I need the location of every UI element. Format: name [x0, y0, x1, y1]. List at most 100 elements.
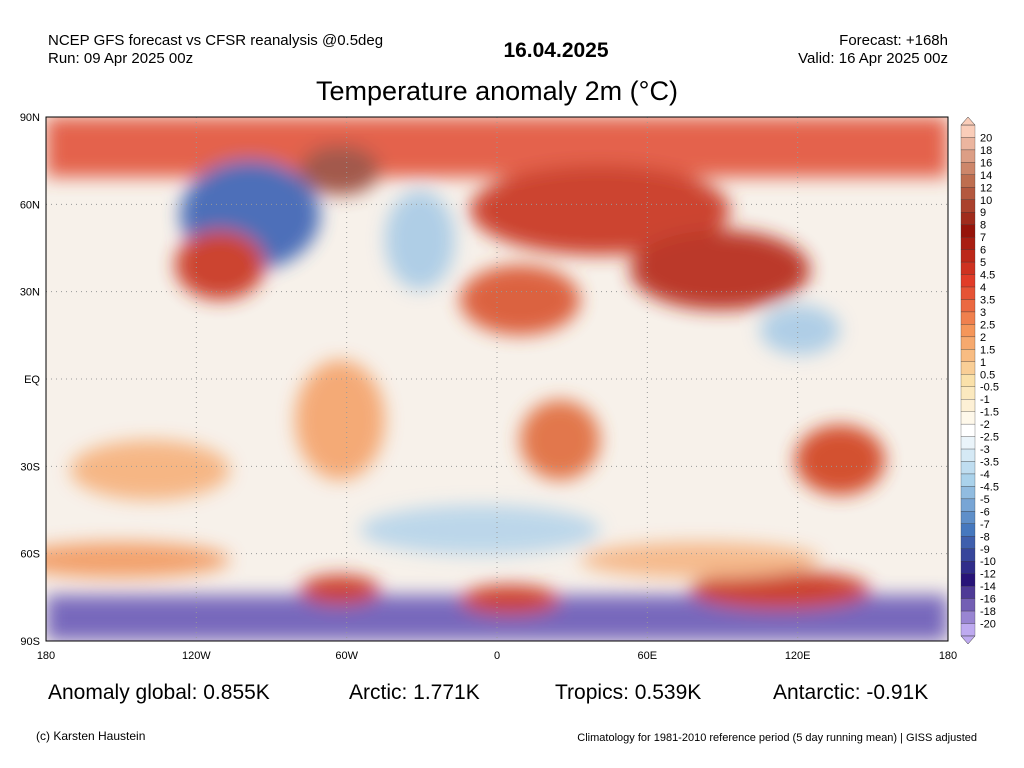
colorbar-label: -12 [980, 569, 996, 581]
stat-arctic: Arctic: 1.771K [349, 681, 480, 704]
colorbar-label: 20 [980, 132, 992, 144]
colorbar-swatch [960, 386, 976, 400]
colorbar-swatch [960, 610, 976, 624]
colorbar-swatch [960, 548, 976, 562]
colorbar-label: 3 [980, 307, 986, 319]
longitude-label: 120W [182, 650, 211, 662]
colorbar-swatch [960, 399, 976, 412]
colorbar-label: -1.5 [980, 407, 999, 419]
run-info: Run: 09 Apr 2025 00z [48, 50, 193, 67]
colorbar-label: 2.5 [980, 319, 995, 331]
colorbar-swatch [960, 162, 976, 176]
colorbar-swatch [960, 536, 976, 549]
date: 16.04.2025 [503, 39, 608, 62]
colorbar-label: 0.5 [980, 369, 995, 381]
latitude-label: 90N [20, 112, 40, 124]
longitude-label: 60E [638, 650, 658, 662]
colorbar-swatch [960, 286, 976, 300]
latitude-label: 90S [20, 636, 40, 648]
colorbar-swatch [960, 149, 976, 163]
colorbar-swatch [960, 585, 976, 599]
colorbar-label: 9 [980, 207, 986, 219]
colorbar-label: -3.5 [980, 457, 999, 469]
colorbar-label: -9 [980, 544, 990, 556]
colorbar-label: -2.5 [980, 432, 999, 444]
colorbar-label: -18 [980, 606, 996, 618]
colorbar-label: -8 [980, 531, 990, 543]
colorbar-label: 18 [980, 145, 992, 157]
colorbar-swatch [960, 598, 976, 612]
model-info: NCEP GFS forecast vs CFSR reanalysis @0.… [48, 32, 383, 49]
colorbar-swatch [960, 299, 976, 313]
colorbar-swatch [960, 498, 976, 512]
colorbar-arrow-bottom [960, 635, 976, 645]
colorbar-swatch [960, 124, 976, 138]
colorbar-label: 8 [980, 220, 986, 232]
map-title: Temperature anomaly 2m (°C) [316, 76, 678, 106]
latitude-label: 60N [20, 199, 40, 211]
colorbar-label: -6 [980, 506, 990, 518]
colorbar-arrow-top [960, 116, 976, 126]
colorbar-label: -20 [980, 619, 996, 631]
stat-global: Anomaly global: 0.855K [48, 681, 270, 704]
colorbar-label: -4 [980, 469, 990, 481]
latitude-label: EQ [24, 374, 40, 386]
colorbar-swatch [960, 324, 976, 338]
colorbar-label: -1 [980, 394, 990, 406]
colorbar-swatch [960, 349, 976, 362]
colorbar-swatch [960, 561, 976, 574]
longitude-label: 120E [785, 650, 811, 662]
colorbar-label: 7 [980, 232, 986, 244]
latitude-label: 30N [20, 287, 40, 299]
colorbar-label: -14 [980, 581, 996, 593]
latitude-label: 30S [20, 461, 40, 473]
colorbar-swatch [960, 374, 976, 387]
colorbar-swatch [960, 573, 976, 587]
colorbar-swatch [960, 473, 976, 487]
colorbar-label: 4 [980, 282, 986, 294]
colorbar-swatch [960, 436, 976, 450]
colorbar-label: -4.5 [980, 481, 999, 493]
colorbar-label: 14 [980, 170, 992, 182]
colorbar-swatch [960, 461, 976, 475]
longitude-label: 60W [335, 650, 358, 662]
latitude-label: 60S [20, 549, 40, 561]
colorbar-swatch [960, 486, 976, 500]
colorbar-swatch [960, 623, 976, 637]
graticule: 90N 60N 30N EQ 30S 60S 90S 180 120W 60W 0 60E 120E 18… [20, 112, 957, 662]
colorbar-label: -2 [980, 419, 990, 431]
colorbar-label: -16 [980, 594, 996, 606]
colorbar-label: -7 [980, 519, 990, 531]
colorbar-swatch [960, 411, 976, 425]
map [46, 117, 948, 641]
colorbar-swatch [960, 224, 976, 238]
colorbar-label: -5 [980, 494, 990, 506]
valid-info: Valid: 16 Apr 2025 00z [798, 50, 948, 67]
colorbar-swatch [960, 199, 976, 213]
colorbar-swatch [960, 274, 976, 288]
colorbar-swatch [960, 423, 976, 437]
colorbar-swatch [960, 448, 976, 462]
colorbar-swatch [960, 187, 976, 200]
colorbar-swatch [960, 137, 976, 151]
colorbar-swatch [960, 261, 976, 275]
colorbar-label: 1 [980, 357, 986, 369]
stat-tropics: Tropics: 0.539K [555, 681, 701, 704]
longitude-label: 180 [939, 650, 957, 662]
colorbar-label: 2 [980, 332, 986, 344]
colorbar-swatch [960, 311, 976, 325]
colorbar-swatch [960, 336, 976, 350]
colorbar-label: -0.5 [980, 382, 999, 394]
colorbar-label: 10 [980, 195, 992, 207]
colorbar-swatch [960, 237, 976, 250]
colorbar-swatch [960, 212, 976, 225]
colorbar-swatch [960, 174, 976, 188]
colorbar-label: -3 [980, 444, 990, 456]
colorbar-swatch [960, 523, 976, 537]
colorbar-swatch [960, 361, 976, 375]
forecast-info: Forecast: +168h [839, 32, 948, 49]
colorbar: 201816141210987654.543.532.521.510.5-0.5… [960, 116, 999, 645]
longitude-label: 180 [37, 650, 55, 662]
longitude-label: 0 [494, 650, 500, 662]
